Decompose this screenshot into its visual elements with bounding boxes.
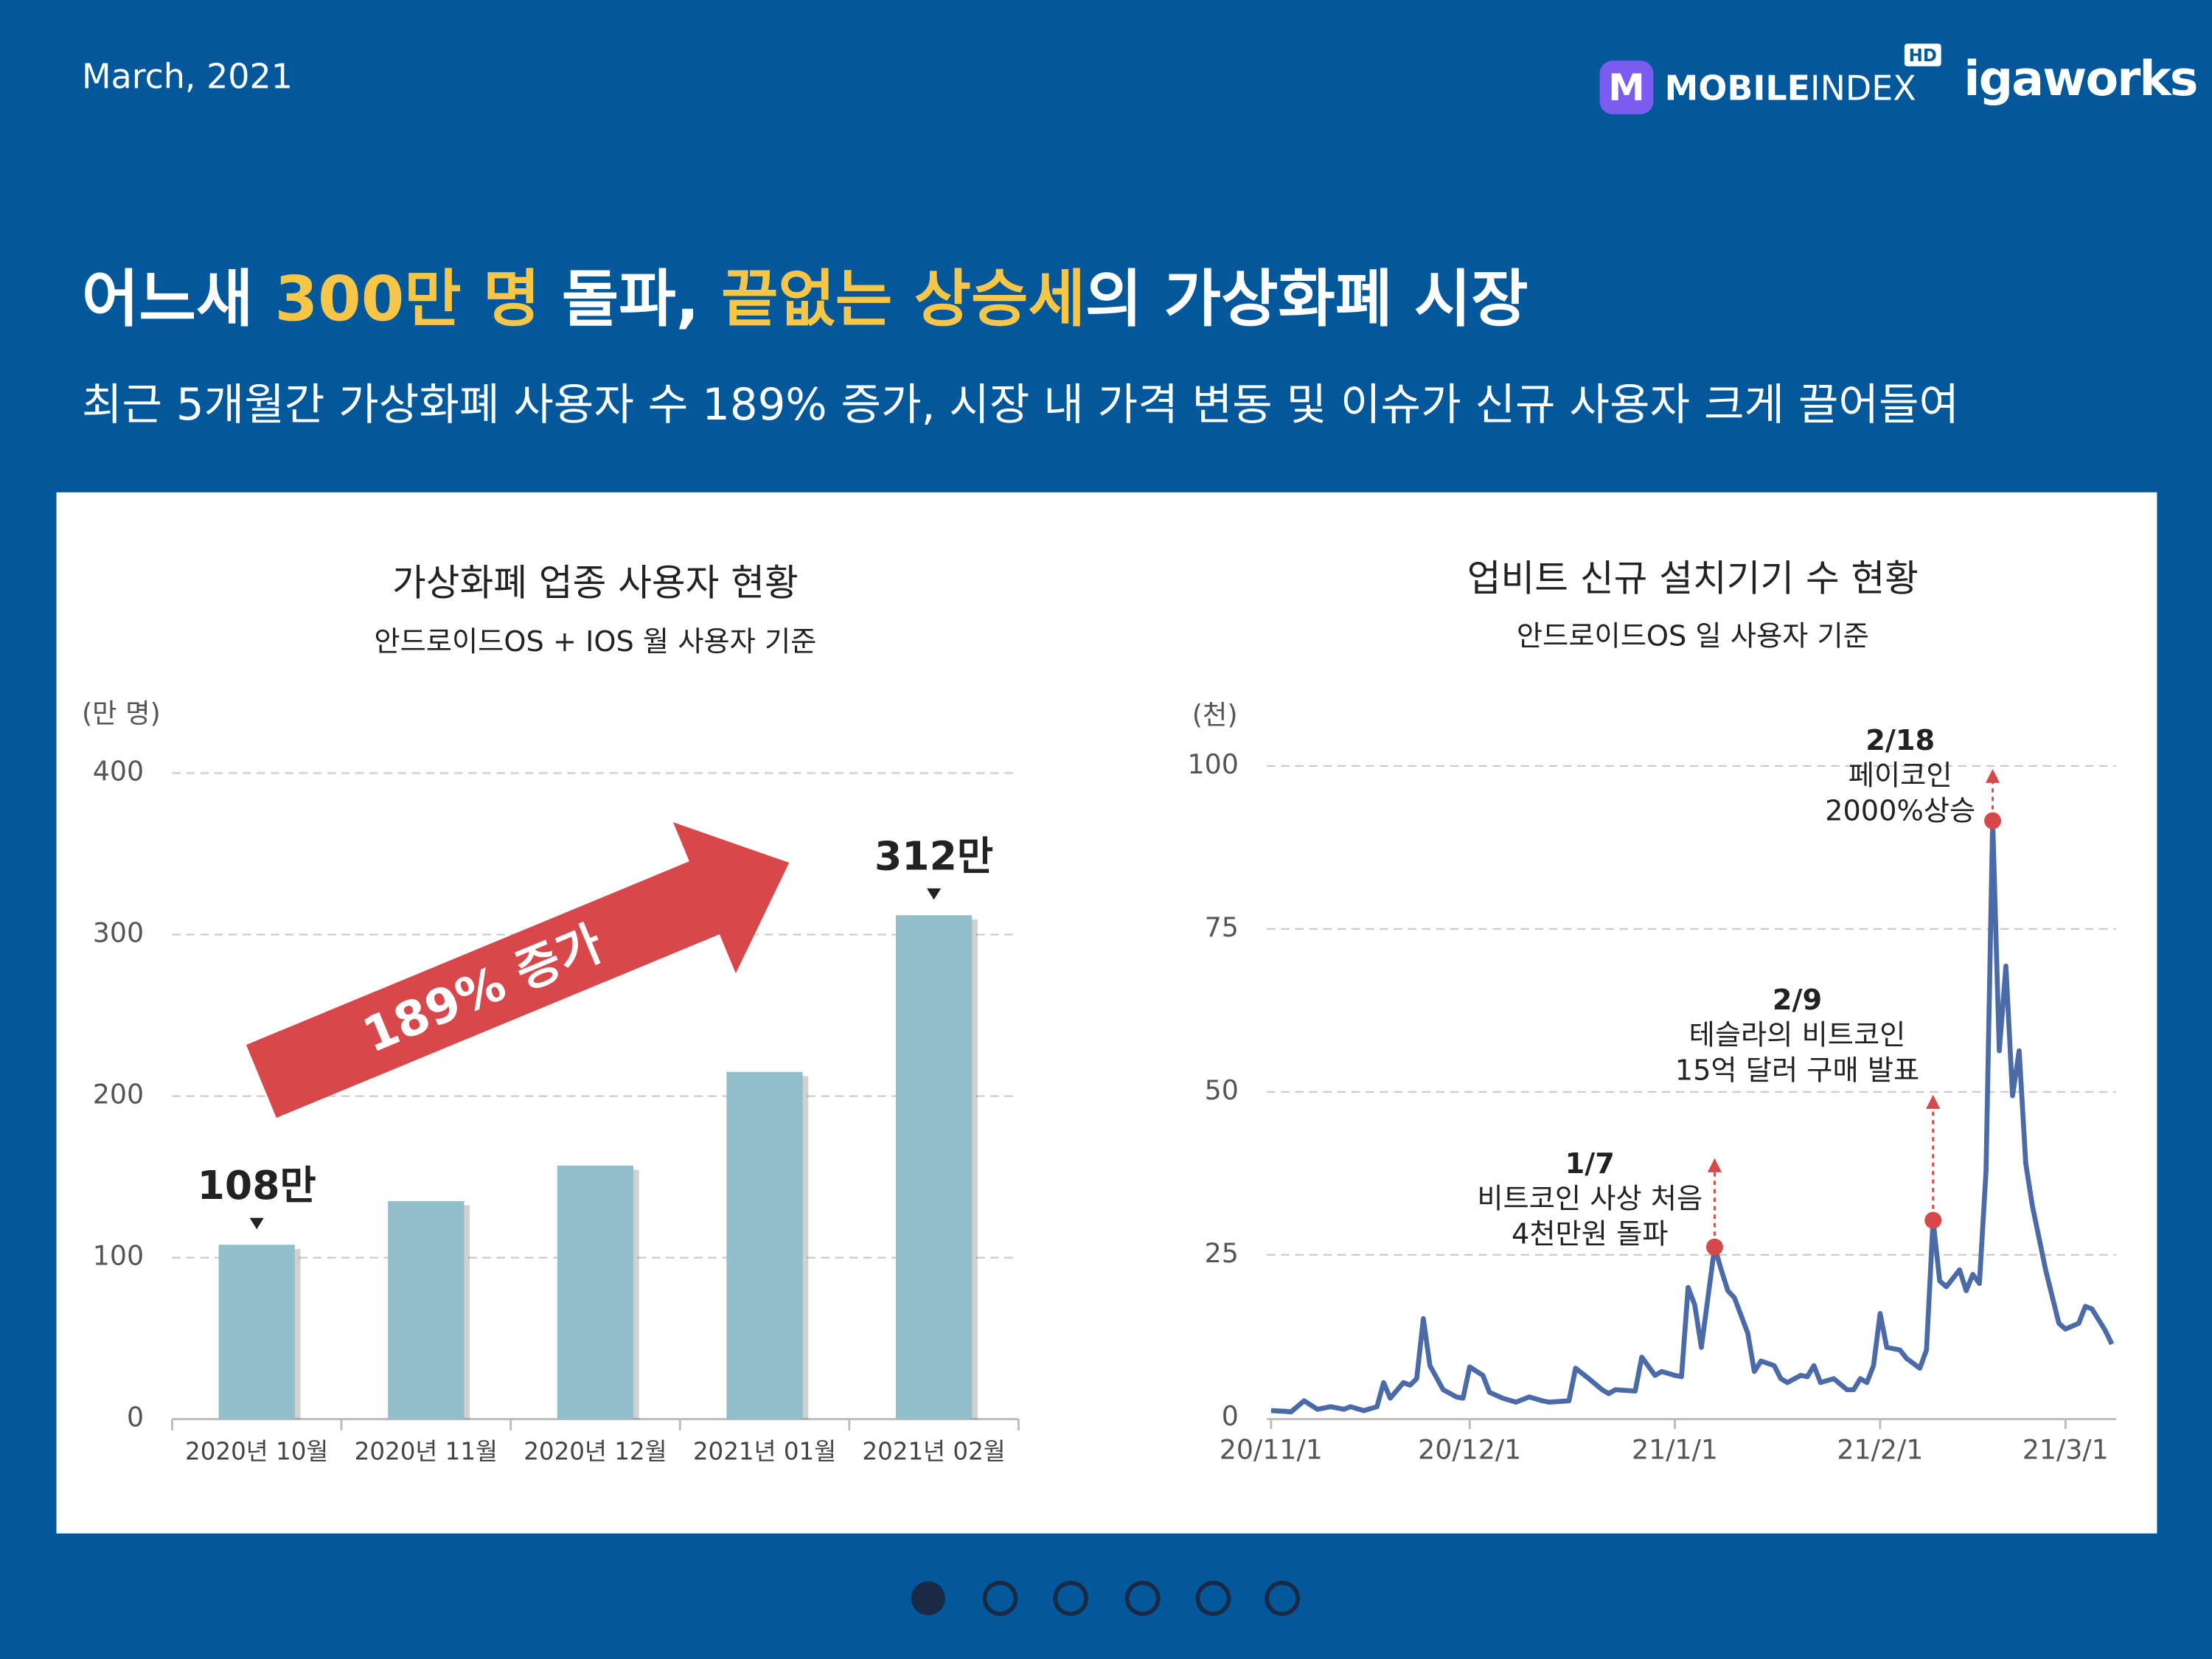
annotation-date: 2/9 [1773, 984, 1822, 1017]
y-tick-label: 200 [93, 1079, 144, 1110]
page-dot[interactable] [1053, 1580, 1089, 1616]
pagination [911, 1580, 1301, 1616]
subheadline: 최근 5개월간 가상화폐 사용자 수 189% 증가, 시장 내 가격 변동 및… [82, 379, 1959, 430]
logo-mobile: MOBILE [1665, 68, 1810, 108]
bar [388, 1201, 465, 1419]
chart-title: 업비트 신규 설치기기 수 현황 [1467, 557, 1919, 600]
chart-subtitle: 안드로이드OS + IOS 월 사용자 기준 [374, 625, 816, 658]
y-tick-label: 0 [127, 1402, 144, 1433]
annotation-point [1984, 812, 2002, 830]
bar [557, 1165, 634, 1419]
bar [895, 915, 973, 1419]
headline-part: 300만 명 [275, 262, 540, 335]
page-dot[interactable] [1124, 1580, 1161, 1616]
line-series [1270, 818, 2115, 1415]
value-pointer [249, 1217, 264, 1230]
growth-arrow-shape [246, 822, 790, 1119]
annotation-arrowhead [1985, 768, 2000, 783]
page-dot[interactable] [1265, 1580, 1301, 1616]
headline-part: 끝없는 상승세 [721, 262, 1085, 335]
y-tick-label: 25 [1205, 1237, 1239, 1269]
x-tick-label: 21/2/1 [1837, 1434, 1923, 1466]
annotation-text: 페이코인 [1848, 759, 1952, 793]
x-tick-label: 20/11/1 [1220, 1434, 1323, 1466]
company-logo: igaworks [1964, 52, 2197, 107]
x-tick-label: 2021년 01월 [693, 1438, 836, 1466]
x-tick-label: 2021년 02월 [862, 1438, 1005, 1466]
brand-logo: M MOBILEINDEX HD igaworks [1599, 44, 2198, 114]
headline: 어느새 300만 명 돌파, 끝없는 상승세의 가상화폐 시장 [82, 262, 1528, 335]
annotation-text: 비트코인 사상 처음 [1477, 1183, 1703, 1216]
x-tick-label: 21/1/1 [1632, 1434, 1718, 1466]
x-tick-label: 21/3/1 [2023, 1434, 2109, 1466]
page-dot-active[interactable] [911, 1581, 945, 1615]
y-tick-label: 75 [1205, 911, 1239, 943]
logo-icon [1599, 60, 1654, 114]
page-dot[interactable] [1195, 1580, 1231, 1616]
annotation-date: 2/18 [1865, 724, 1935, 757]
x-tick-label: 2020년 12월 [524, 1438, 667, 1466]
value-label: 312만 [874, 832, 993, 879]
annotation-text: 2000%상승 [1825, 795, 1975, 828]
headline-part: 의 가상화폐 시장 [1085, 262, 1528, 335]
logo-text: MOBILEINDEX [1665, 68, 1916, 108]
annotation-point [1924, 1211, 1942, 1229]
bar [726, 1071, 803, 1419]
y-tick-label: 100 [93, 1240, 144, 1272]
y-axis-label: (만 명) [82, 698, 161, 729]
y-tick-label: 50 [1205, 1074, 1239, 1106]
chart-subtitle: 안드로이드OS 일 사용자 기준 [1517, 619, 1869, 653]
y-tick-label: 0 [1222, 1400, 1239, 1432]
annotation-text: 테슬라의 비트코인 [1689, 1019, 1906, 1052]
page-dot[interactable] [982, 1580, 1018, 1616]
y-axis-label: (천) [1192, 699, 1238, 731]
value-pointer [927, 888, 942, 900]
annotation-date: 1/7 [1565, 1147, 1615, 1180]
y-tick-label: 100 [1187, 748, 1238, 780]
y-tick-label: 300 [93, 917, 144, 949]
date: March, 2021 [82, 57, 293, 97]
x-tick-label: 2020년 11월 [355, 1438, 498, 1466]
value-label: 108만 [198, 1162, 316, 1208]
annotation-arrowhead [1707, 1158, 1722, 1172]
annotation-text: 4천만원 돌파 [1512, 1218, 1668, 1251]
annotation-arrowhead [1926, 1094, 1941, 1109]
annotation-point [1705, 1238, 1723, 1256]
x-tick-label: 2020년 10월 [185, 1438, 328, 1466]
annotation-text: 15억 달러 구매 발표 [1675, 1054, 1919, 1088]
headline-part: 어느새 [82, 262, 275, 335]
logo-letter: M [1608, 66, 1644, 109]
y-tick-label: 400 [93, 755, 144, 787]
x-tick-label: 20/12/1 [1418, 1434, 1521, 1466]
logo-index: INDEX [1810, 68, 1916, 108]
headline-part: 돌파, [540, 262, 720, 335]
logo-hd: HD [1909, 46, 1937, 66]
logo-hd-box [1904, 44, 1941, 66]
chart-title: 가상화폐 업종 사용자 현황 [392, 562, 799, 605]
bar [218, 1245, 295, 1419]
